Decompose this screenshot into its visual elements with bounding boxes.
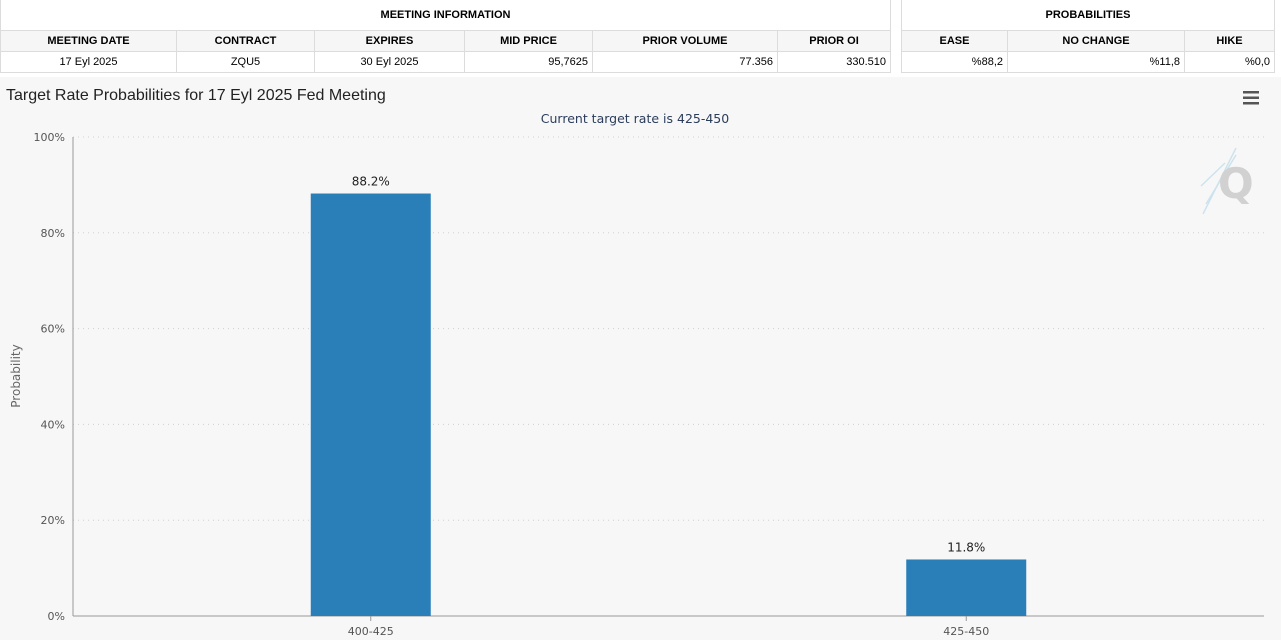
chart-subtitle: Current target rate is 425-450 xyxy=(541,111,729,126)
column-header-prior-volume: PRIOR VOLUME xyxy=(592,30,778,52)
data-label: 88.2% xyxy=(352,175,390,189)
prior-volume-cell: 77.356 xyxy=(592,51,778,73)
prior-oi-cell: 330.510 xyxy=(776,51,892,73)
bar[interactable] xyxy=(310,193,431,616)
y-tick-label: 80% xyxy=(41,227,65,240)
y-tick-label: 20% xyxy=(41,514,65,527)
meeting-date-cell: 17 Eyl 2025 xyxy=(0,51,177,73)
bar-chart: Target Rate Probabilities for 17 Eyl 202… xyxy=(6,87,1265,638)
y-axis-title: Probability xyxy=(9,344,23,407)
column-header-ease: EASE xyxy=(901,30,1008,52)
column-header-expires: EXPIRES xyxy=(314,30,465,52)
contract-cell: ZQU5 xyxy=(176,51,315,73)
column-header-prior-oi: PRIOR OI xyxy=(776,30,892,52)
hamburger-menu-icon[interactable] xyxy=(1237,87,1265,109)
ease-cell: %88,2 xyxy=(901,51,1008,73)
chart-area: Target Rate Probabilities for 17 Eyl 202… xyxy=(0,77,1281,640)
probabilities-header: PROBABILITIES xyxy=(900,0,1276,31)
column-header-meeting-date: MEETING DATE xyxy=(0,30,177,52)
expires-cell: 30 Eyl 2025 xyxy=(314,51,465,73)
probabilities-table: PROBABILITIES EASE NO CHANGE HIKE %88,2 … xyxy=(900,0,1276,73)
no-change-cell: %11,8 xyxy=(1007,51,1185,73)
y-tick-label: 40% xyxy=(41,418,65,431)
y-tick-label: 0% xyxy=(48,610,65,623)
table-row: %88,2 %11,8 %0,0 xyxy=(901,51,1276,73)
bar[interactable] xyxy=(906,559,1027,616)
meeting-information-table: MEETING INFORMATION MEETING DATE CONTRAC… xyxy=(0,0,892,73)
x-tick-label: 425-450 xyxy=(943,625,989,638)
x-tick-label: 400-425 xyxy=(348,625,394,638)
column-header-mid-price: MID PRICE xyxy=(464,30,593,52)
chart-title: Target Rate Probabilities for 17 Eyl 202… xyxy=(6,87,386,104)
y-tick-label: 60% xyxy=(41,323,65,336)
y-tick-label: 100% xyxy=(34,131,65,144)
column-header-no-change: NO CHANGE xyxy=(1007,30,1185,52)
data-label: 11.8% xyxy=(947,540,985,554)
mid-price-cell: 95,7625 xyxy=(464,51,593,73)
column-header-contract: CONTRACT xyxy=(176,30,315,52)
hike-cell: %0,0 xyxy=(1183,51,1276,73)
svg-text:Q: Q xyxy=(1218,159,1254,208)
meeting-information-header: MEETING INFORMATION xyxy=(0,0,892,31)
q-logo-icon: Q xyxy=(1200,147,1254,215)
table-row: 17 Eyl 2025 ZQU5 30 Eyl 2025 95,7625 77.… xyxy=(0,51,892,73)
column-header-hike: HIKE xyxy=(1183,30,1276,52)
